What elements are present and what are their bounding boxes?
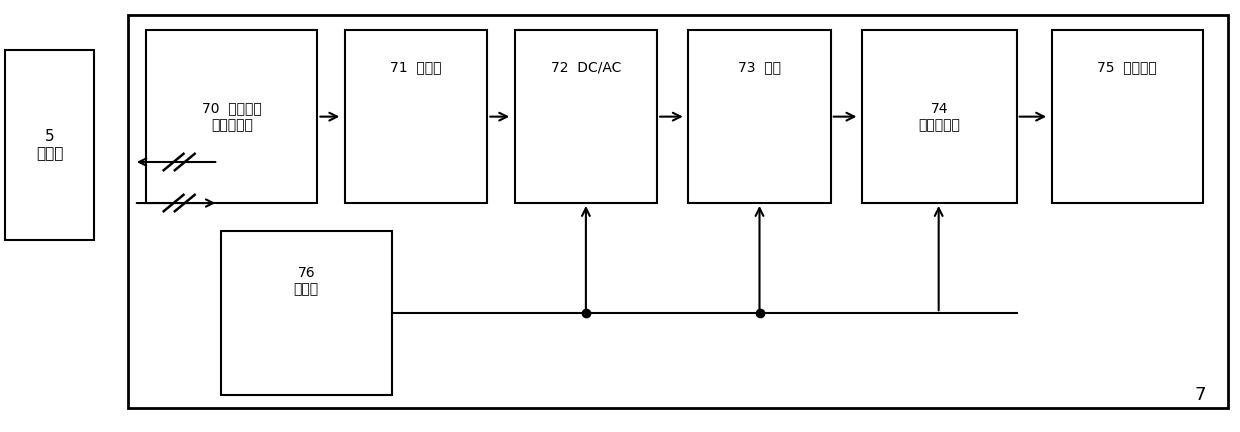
Bar bbox=[128, 15, 1228, 408]
Text: 70  充电接口
和电量指示: 70 充电接口 和电量指示 bbox=[202, 102, 262, 132]
Bar bbox=[862, 30, 1017, 203]
Text: 76
光收发: 76 光收发 bbox=[294, 266, 319, 296]
Bar bbox=[1052, 30, 1203, 203]
Text: 5
光收发: 5 光收发 bbox=[36, 129, 63, 161]
Bar bbox=[146, 30, 317, 203]
Bar bbox=[515, 30, 657, 203]
Bar bbox=[688, 30, 831, 203]
Text: 73  升压: 73 升压 bbox=[738, 60, 781, 74]
Text: 75  高压输出: 75 高压输出 bbox=[1097, 60, 1157, 74]
Text: 74
脉冲发生器: 74 脉冲发生器 bbox=[919, 102, 960, 132]
Bar bbox=[345, 30, 487, 203]
Text: 72  DC/AC: 72 DC/AC bbox=[551, 60, 621, 74]
Bar bbox=[221, 231, 392, 395]
Text: 7: 7 bbox=[1194, 386, 1207, 404]
Bar bbox=[5, 50, 94, 240]
Text: 71  蓄电池: 71 蓄电池 bbox=[391, 60, 441, 74]
